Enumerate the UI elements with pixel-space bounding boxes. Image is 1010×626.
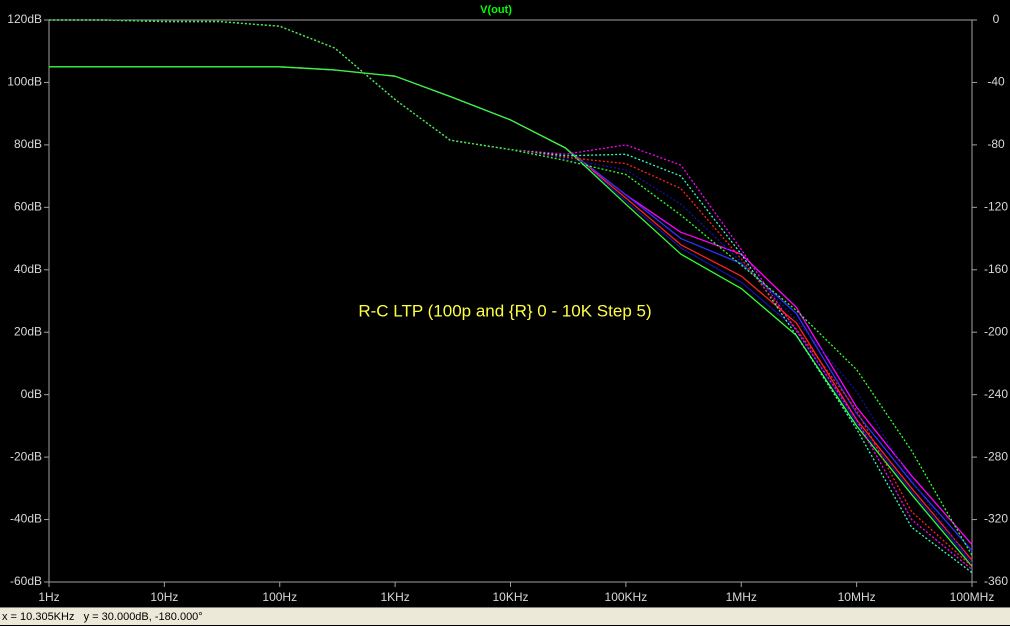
y-tick-label: 60dB <box>14 200 42 214</box>
y2-tick-label: -240 <box>984 387 1008 401</box>
y2-tick-label: -320 <box>984 512 1008 526</box>
phase-line <box>49 19 973 574</box>
y2-tick-label: -120 <box>984 200 1008 214</box>
x-tick-label: 10MHz <box>838 590 876 604</box>
y-tick-label: 100dB <box>7 75 42 89</box>
chart: V(out) R-C LTP (100p and {R} 0 - 10K Ste… <box>7 4 1008 604</box>
chart-title: V(out) <box>480 4 512 16</box>
y2-tick-label: -200 <box>984 324 1008 338</box>
y-tick-label: 40dB <box>14 262 42 276</box>
status-bar: x = 10.305KHz y = 30.000dB, -180.000° <box>0 607 1010 625</box>
y2-tick-label: -280 <box>984 449 1008 463</box>
magnitude-line <box>49 66 973 567</box>
x-tick-label: 10KHz <box>492 590 528 604</box>
y-tick-label: 80dB <box>14 137 42 151</box>
y2-tick-label: -160 <box>984 262 1008 276</box>
x-tick-label: 1MHz <box>726 590 757 604</box>
phase-line <box>49 19 973 556</box>
x-tick-label: 10Hz <box>150 590 178 604</box>
y-tick-label: 120dB <box>7 12 42 26</box>
x-tick-label: 100Hz <box>262 590 297 604</box>
y2-tick-label: -40 <box>987 75 1005 89</box>
phase-line <box>49 19 973 564</box>
x-tick-label: 1KHz <box>380 590 409 604</box>
y-tick-label: 20dB <box>14 324 42 338</box>
y-tick-label: -60dB <box>10 574 42 588</box>
x-tick-label: 1Hz <box>38 590 59 604</box>
phase-line <box>49 19 973 567</box>
y2-tick-label: 0 <box>993 12 1000 26</box>
phase-line <box>49 19 973 571</box>
x-tick-label: 100MHz <box>950 590 995 604</box>
annotation: R-C LTP (100p and {R} 0 - 10K Step 5) <box>358 301 651 320</box>
y-tick-label: -40dB <box>10 512 42 526</box>
y2-tick-label: -360 <box>984 574 1008 588</box>
y-tick-label: 0dB <box>21 387 42 401</box>
x-tick-label: 100KHz <box>605 590 648 604</box>
y2-tick-label: -80 <box>987 137 1005 151</box>
y-tick-label: -20dB <box>10 449 42 463</box>
